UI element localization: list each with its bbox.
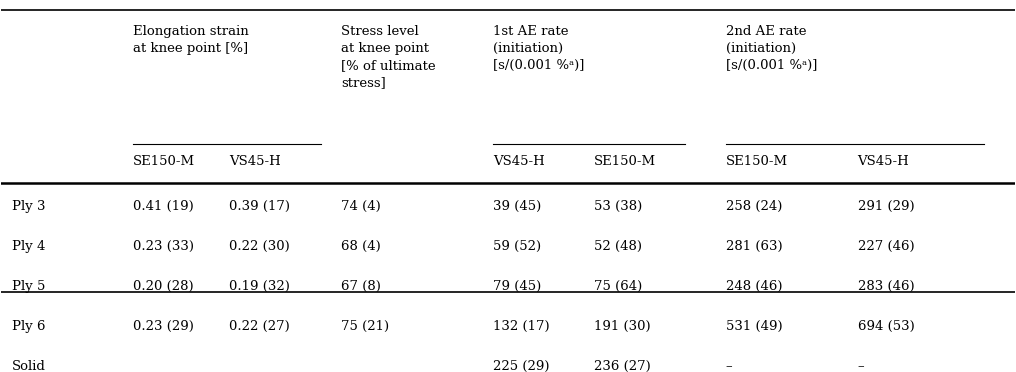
Text: 39 (45): 39 (45) bbox=[493, 200, 542, 213]
Text: 132 (17): 132 (17) bbox=[493, 320, 550, 333]
Text: 52 (48): 52 (48) bbox=[594, 240, 642, 253]
Text: 0.20 (28): 0.20 (28) bbox=[133, 280, 194, 293]
Text: 0.22 (27): 0.22 (27) bbox=[230, 320, 291, 333]
Text: 291 (29): 291 (29) bbox=[858, 200, 914, 213]
Text: 191 (30): 191 (30) bbox=[594, 320, 651, 333]
Text: VS45-H: VS45-H bbox=[493, 155, 545, 169]
Text: 67 (8): 67 (8) bbox=[340, 280, 381, 293]
Text: Stress level
at knee point
[% of ultimate
stress]: Stress level at knee point [% of ultimat… bbox=[340, 25, 436, 89]
Text: SE150-M: SE150-M bbox=[594, 155, 656, 169]
Text: 248 (46): 248 (46) bbox=[725, 280, 782, 293]
Text: 75 (64): 75 (64) bbox=[594, 280, 642, 293]
Text: Ply 6: Ply 6 bbox=[11, 320, 45, 333]
Text: 227 (46): 227 (46) bbox=[858, 240, 914, 253]
Text: 59 (52): 59 (52) bbox=[493, 240, 541, 253]
Text: 225 (29): 225 (29) bbox=[493, 360, 550, 372]
Text: SE150-M: SE150-M bbox=[725, 155, 788, 169]
Text: 283 (46): 283 (46) bbox=[858, 280, 914, 293]
Text: 281 (63): 281 (63) bbox=[725, 240, 782, 253]
Text: Elongation strain
at knee point [%]: Elongation strain at knee point [%] bbox=[133, 25, 249, 55]
Text: 53 (38): 53 (38) bbox=[594, 200, 642, 213]
Text: 0.22 (30): 0.22 (30) bbox=[230, 240, 291, 253]
Text: 2nd AE rate
(initiation)
[s/(0.001 %ᵃ)]: 2nd AE rate (initiation) [s/(0.001 %ᵃ)] bbox=[725, 25, 817, 72]
Text: 0.19 (32): 0.19 (32) bbox=[230, 280, 291, 293]
Text: 79 (45): 79 (45) bbox=[493, 280, 542, 293]
Text: 531 (49): 531 (49) bbox=[725, 320, 782, 333]
Text: 74 (4): 74 (4) bbox=[340, 200, 381, 213]
Text: 258 (24): 258 (24) bbox=[725, 200, 782, 213]
Text: 0.23 (29): 0.23 (29) bbox=[133, 320, 194, 333]
Text: 236 (27): 236 (27) bbox=[594, 360, 651, 372]
Text: Solid: Solid bbox=[11, 360, 46, 372]
Text: Ply 5: Ply 5 bbox=[11, 280, 45, 293]
Text: VS45-H: VS45-H bbox=[230, 155, 281, 169]
Text: Ply 4: Ply 4 bbox=[11, 240, 45, 253]
Text: 694 (53): 694 (53) bbox=[858, 320, 914, 333]
Text: Ply 3: Ply 3 bbox=[11, 200, 45, 213]
Text: 0.41 (19): 0.41 (19) bbox=[133, 200, 194, 213]
Text: –: – bbox=[858, 360, 865, 372]
Text: VS45-H: VS45-H bbox=[858, 155, 909, 169]
Text: 0.39 (17): 0.39 (17) bbox=[230, 200, 291, 213]
Text: 1st AE rate
(initiation)
[s/(0.001 %ᵃ)]: 1st AE rate (initiation) [s/(0.001 %ᵃ)] bbox=[493, 25, 584, 72]
Text: 75 (21): 75 (21) bbox=[340, 320, 389, 333]
Text: SE150-M: SE150-M bbox=[133, 155, 195, 169]
Text: 68 (4): 68 (4) bbox=[340, 240, 381, 253]
Text: –: – bbox=[725, 360, 733, 372]
Text: 0.23 (33): 0.23 (33) bbox=[133, 240, 194, 253]
